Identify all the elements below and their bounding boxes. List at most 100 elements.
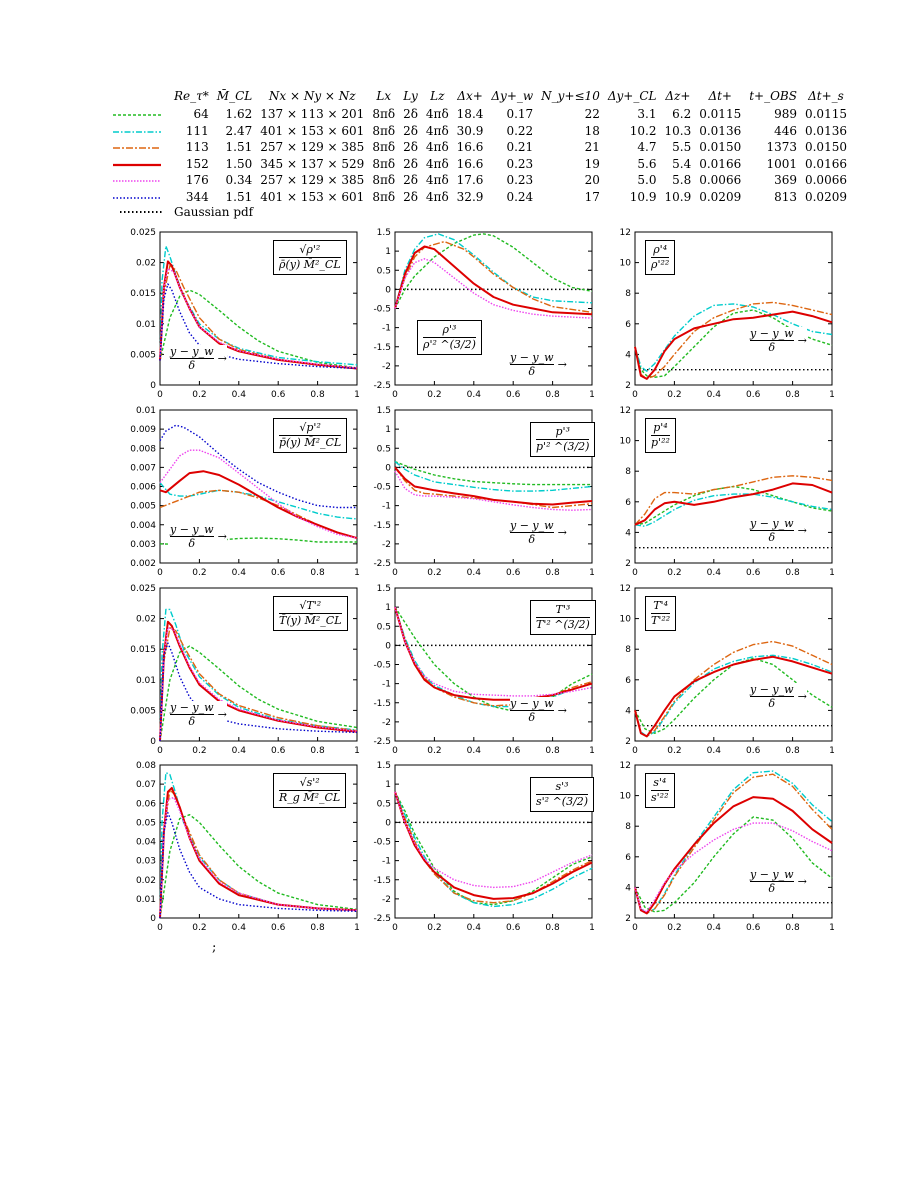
legend-header-1: M̄_CL (216, 89, 253, 103)
chart-svg: 0 0.005 0.01 0.015 0.02 0.025 0 0.2 0.4 0.6 0.8 1 (130, 228, 360, 400)
x-tick-label: 0.2 (667, 923, 681, 933)
annotation-numerator: p'³ (536, 425, 590, 440)
x-tick-label: 0.4 (467, 923, 482, 933)
plot-frame (159, 231, 358, 386)
legend-cell: 1001 (766, 156, 797, 171)
chart-svg: 2 4 6 8 10 12 0 0.2 0.4 0.6 0.8 1 (620, 228, 835, 400)
x-tick-label: 1 (589, 923, 595, 933)
x-axis-denominator: δ (768, 882, 776, 895)
legend-cell: 4πδ (425, 107, 449, 122)
legend-cell: 0.0136 (699, 123, 742, 138)
legend-row: 111 2.47 401 × 153 × 601 8πδ 2δ 4πδ 30.9 0.22 18… (110, 123, 851, 140)
x-tick-label: 1 (829, 746, 835, 756)
series-line-4 (394, 791, 593, 889)
x-tick-label: 0 (392, 923, 398, 933)
x-axis-fraction: y − y_w δ (750, 327, 794, 354)
legend-cell: 401 × 153 × 601 (260, 189, 365, 204)
y-tick-label: 0.06 (136, 799, 156, 809)
series-line-2 (394, 466, 593, 509)
chart-panel-t-skew: -2.5 -2 -1.5 -1 -0.5 0 0.5 1 1.5 0 0.2 0.4 0.6 0.8 1 (350, 583, 607, 761)
series-line-3 (394, 466, 593, 506)
x-axis-note: y − y_w δ → (750, 327, 807, 354)
x-tick-label: 0.8 (310, 746, 325, 756)
legend-cell: 5.6 (637, 156, 657, 171)
legend-cell: 345 × 137 × 529 (260, 156, 365, 171)
chart-panel-rho-skew: -2.5 -2 -1.5 -1 -0.5 0 0.5 1 1.5 0 0.2 0.4 0.6 0.8 1 (350, 227, 607, 405)
series-line-4 (394, 606, 593, 697)
chart-panel-t-flat: 2 4 6 8 10 12 0 0.2 0.4 0.6 0.8 1 (590, 583, 847, 761)
y-tick-label: 2 (625, 737, 631, 747)
y-tick-label: -1 (382, 502, 391, 512)
y-tick-label: 4 (625, 528, 631, 538)
chart-svg: 2 4 6 8 10 12 0 0.2 0.4 0.6 0.8 1 (620, 406, 835, 578)
y-tick-label: 0.002 (130, 559, 156, 569)
series-line-5 (159, 283, 358, 370)
legend-row: 176 0.34 257 × 129 × 385 8πδ 2δ 4πδ 17.6 0.23 20… (110, 172, 851, 189)
legend-cell: 0.0150 (699, 140, 742, 155)
y-tick-label: 0 (385, 641, 391, 651)
y-tick-label: -2.5 (373, 737, 391, 747)
y-tick-label: 12 (620, 406, 631, 416)
legend-line-sample (110, 189, 170, 206)
chart-svg: -2.5 -2 -1.5 -1 -0.5 0 0.5 1 1.5 0 0.2 0.4 0.6 0.8 1 (373, 761, 595, 933)
legend-cell: 2δ (403, 107, 418, 122)
footnote-mark: ; (212, 940, 217, 955)
y-tick-label: 0.02 (136, 615, 156, 625)
panel-annotation: √ρ'² ρ̄(y) M̄²_CL (273, 240, 347, 275)
x-axis-arrow: → (557, 703, 567, 717)
legend-cell: 813 (774, 189, 797, 204)
legend-cell: 0.22 (506, 123, 534, 138)
legend-row: 113 1.51 257 × 129 × 385 8πδ 2δ 4πδ 16.6 0.21 21… (110, 139, 851, 156)
y-tick-label: 0.006 (130, 483, 156, 493)
x-tick-label: 0.2 (427, 390, 441, 400)
legend-cell: 0.0209 (699, 189, 742, 204)
x-tick-label: 0.8 (785, 568, 800, 578)
x-axis-arrow: → (217, 529, 227, 543)
legend-cell: 1.62 (225, 107, 253, 122)
series-line-4 (159, 796, 358, 919)
annotation-denominator: T'²² (651, 614, 671, 627)
legend-cell: 0.0066 (699, 173, 742, 188)
y-tick-label: 0.5 (377, 799, 391, 809)
legend-cell: 176 (185, 173, 209, 188)
legend-cell: 17 (584, 189, 600, 204)
legend-cell: 4πδ (425, 140, 449, 155)
series-line-4 (394, 258, 593, 319)
legend-line-sample (110, 172, 170, 189)
y-tick-label: 0.025 (130, 584, 156, 594)
chart-svg: 2 4 6 8 10 12 0 0.2 0.4 0.6 0.8 1 (620, 761, 835, 933)
x-axis-arrow: → (797, 523, 807, 537)
y-tick-label: -2.5 (373, 381, 391, 391)
x-tick-label: 0.6 (746, 923, 761, 933)
legend-cell: 2δ (403, 189, 418, 204)
x-axis-arrow: → (797, 689, 807, 703)
legend-header-0: Re_τ* (174, 89, 209, 103)
x-tick-label: 1 (589, 568, 595, 578)
x-axis-note: y − y_w δ → (510, 519, 567, 546)
gaussian-label: Gaussian pdf (174, 205, 254, 219)
chart-panel-p-flat: 2 4 6 8 10 12 0 0.2 0.4 0.6 0.8 1 (590, 405, 847, 583)
y-tick-label: 12 (620, 228, 631, 238)
legend-cell: 5.5 (672, 140, 692, 155)
x-axis-numerator: y − y_w (510, 351, 554, 365)
panel-annotation: √s'² R_g M̄²_CL (273, 773, 347, 808)
series-line-3 (159, 470, 358, 540)
legend-cell: 113 (185, 140, 209, 155)
y-tick-label: -1 (382, 857, 391, 867)
x-axis-denominator: δ (528, 711, 536, 724)
x-axis-fraction: y − y_w δ (170, 345, 214, 372)
series-line-0 (159, 645, 358, 742)
y-tick-label: 1.5 (377, 584, 391, 594)
x-axis-denominator: δ (768, 697, 776, 710)
series-line-4 (634, 822, 833, 913)
panel-annotation: p'⁴ p'²² (645, 418, 676, 453)
series-line-3 (634, 655, 833, 738)
legend-cell: 1373 (766, 140, 797, 155)
y-tick-label: -2 (382, 895, 391, 905)
y-tick-label: 0.005 (130, 706, 156, 716)
annotation-denominator: p'²² (651, 436, 670, 449)
x-axis-fraction: y − y_w δ (510, 351, 554, 378)
x-tick-label: 0 (632, 746, 638, 756)
legend-cell: 0.0166 (804, 156, 847, 171)
